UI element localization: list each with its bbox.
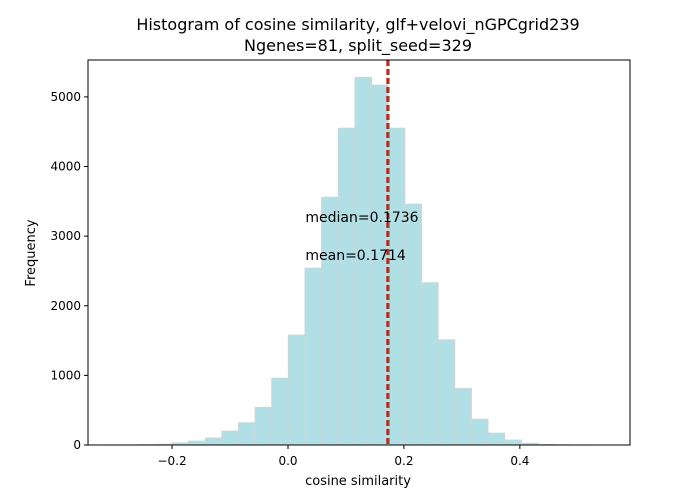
x-tick-label: −0.2 [157, 454, 186, 468]
x-axis-ticks: −0.2 0.0 0.2 0.4 [157, 445, 529, 468]
histogram-bar [287, 334, 306, 446]
chart-title-line1: Histogram of cosine similarity, glf+velo… [136, 15, 579, 35]
histogram-bar [437, 339, 456, 446]
histogram-bar [504, 439, 522, 446]
histogram-bar [188, 440, 206, 446]
histogram-bar [304, 267, 323, 446]
x-tick-label: 0.2 [394, 454, 413, 468]
y-axis-label: Frequency [24, 219, 39, 286]
median-annotation: median=0.1736 [305, 210, 418, 226]
mean-annotation: mean=0.1714 [305, 248, 406, 264]
y-tick-label: 3000 [50, 229, 81, 243]
histogram-bar [387, 127, 406, 446]
y-tick-label: 4000 [50, 160, 81, 174]
x-tick-label: 0.4 [510, 454, 529, 468]
plot-frame [87, 59, 631, 446]
histogram-bar [221, 430, 239, 446]
histogram-bar [371, 84, 389, 446]
histogram-bar [404, 203, 422, 446]
y-tick-label: 1000 [50, 368, 81, 382]
histogram-bar [254, 406, 273, 446]
y-tick-label: 5000 [50, 90, 81, 104]
y-tick-label: 0 [73, 438, 81, 452]
histogram-bar [470, 418, 489, 446]
x-tick-label: 0.0 [278, 454, 297, 468]
histogram-bar [204, 437, 223, 446]
histogram-bar [487, 432, 506, 446]
histogram-bar [321, 196, 339, 446]
histogram-bar [271, 377, 289, 446]
y-tick-label: 2000 [50, 299, 81, 313]
chart-title-line2: Ngenes=81, split_seed=329 [244, 36, 472, 56]
histogram-bar [237, 422, 256, 446]
histogram-bar [454, 388, 472, 446]
x-axis-label: cosine similarity [305, 474, 411, 489]
histogram-bar [420, 282, 439, 446]
histogram-bar [337, 127, 356, 446]
y-axis-ticks: 0 1000 2000 3000 4000 5000 [50, 90, 88, 452]
histogram-bars [104, 76, 589, 446]
reference-lines [386, 60, 390, 445]
